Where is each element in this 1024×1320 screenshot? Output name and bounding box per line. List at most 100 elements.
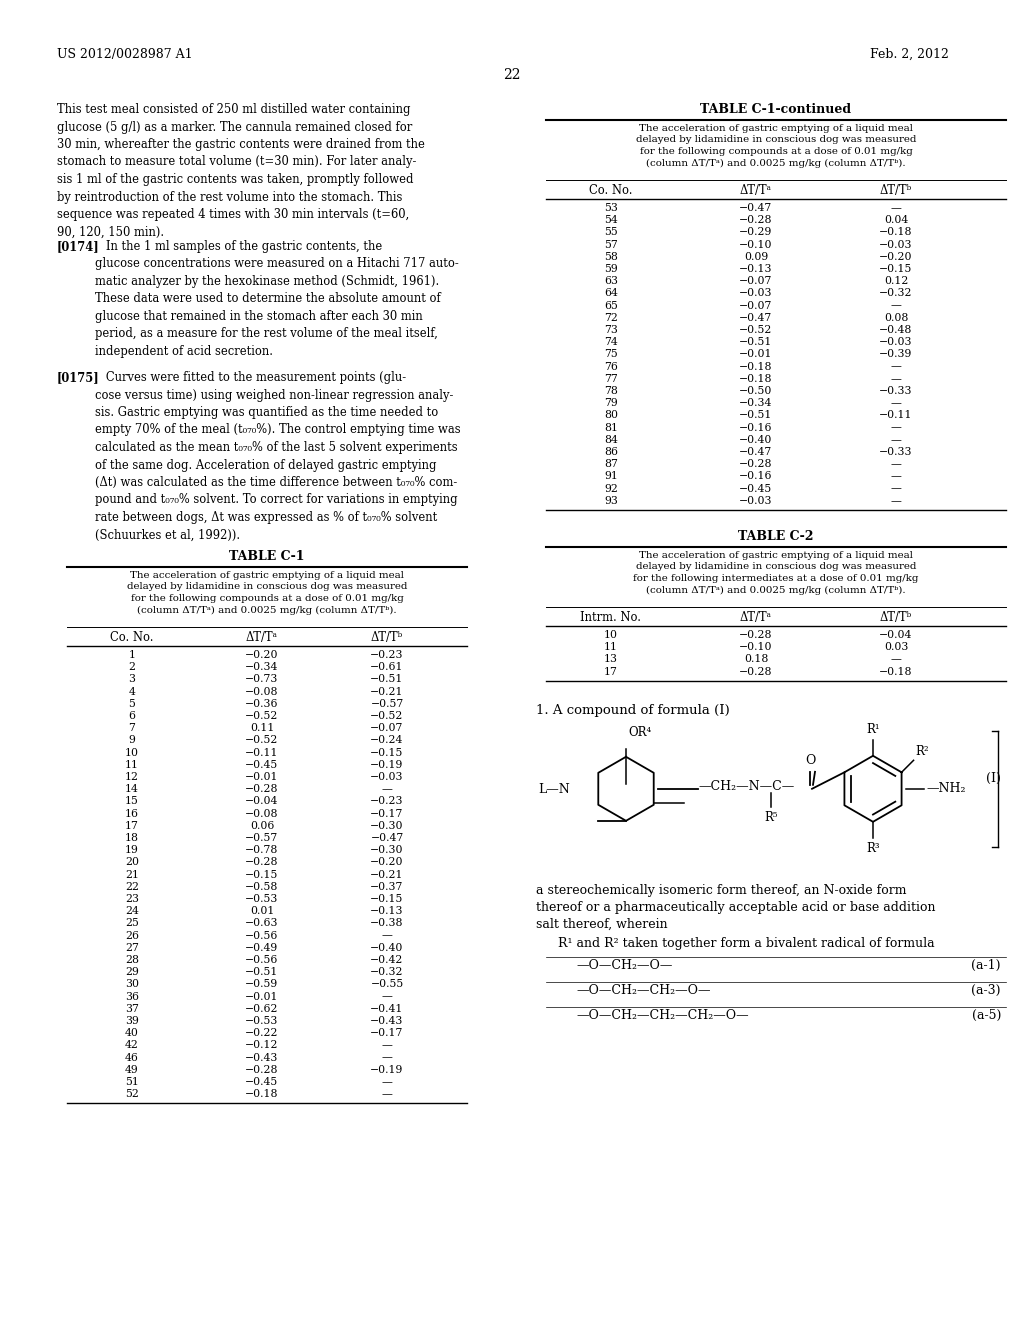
Text: −0.78: −0.78 <box>246 845 279 855</box>
Text: 46: 46 <box>125 1052 139 1063</box>
Text: −0.51: −0.51 <box>739 411 773 420</box>
Text: −0.19: −0.19 <box>371 1065 403 1074</box>
Text: −0.53: −0.53 <box>246 1016 279 1026</box>
Text: −0.59: −0.59 <box>246 979 279 990</box>
Text: —: — <box>891 362 901 372</box>
Text: —: — <box>382 991 392 1002</box>
Text: (I): (I) <box>986 772 1001 785</box>
Text: R¹: R¹ <box>866 723 880 735</box>
Text: −0.18: −0.18 <box>880 227 912 238</box>
Text: −0.12: −0.12 <box>246 1040 279 1051</box>
Text: In the 1 ml samples of the gastric contents, the
glucose concentrations were mea: In the 1 ml samples of the gastric conte… <box>95 240 459 358</box>
Text: −0.50: −0.50 <box>739 385 773 396</box>
Text: −0.34: −0.34 <box>246 663 279 672</box>
Text: TABLE C-1-continued: TABLE C-1-continued <box>700 103 852 116</box>
Text: 91: 91 <box>604 471 617 482</box>
Text: 93: 93 <box>604 496 617 506</box>
Text: −0.13: −0.13 <box>739 264 773 275</box>
Text: −0.29: −0.29 <box>739 227 773 238</box>
Text: −0.58: −0.58 <box>246 882 279 892</box>
Text: −0.45: −0.45 <box>246 1077 279 1086</box>
Text: OR⁴: OR⁴ <box>628 726 651 739</box>
Text: Co. No.: Co. No. <box>589 183 633 197</box>
Text: −0.52: −0.52 <box>246 735 279 746</box>
Text: −0.32: −0.32 <box>371 968 403 977</box>
Text: −0.28: −0.28 <box>739 215 773 226</box>
Text: —: — <box>891 434 901 445</box>
Text: R²: R² <box>915 746 929 758</box>
Text: 20: 20 <box>125 858 139 867</box>
Text: −0.08: −0.08 <box>246 809 279 818</box>
Text: 27: 27 <box>125 942 139 953</box>
Text: 0.09: 0.09 <box>743 252 768 261</box>
Text: 11: 11 <box>125 760 139 770</box>
Text: −0.28: −0.28 <box>246 784 279 795</box>
Text: −0.32: −0.32 <box>880 288 912 298</box>
Text: ΔT/Tᵃ: ΔT/Tᵃ <box>246 631 278 644</box>
Text: 13: 13 <box>604 655 618 664</box>
Text: −0.23: −0.23 <box>371 796 403 807</box>
Text: —O—CH₂—O—: —O—CH₂—O— <box>575 958 673 972</box>
Text: 84: 84 <box>604 434 617 445</box>
Text: —CH₂—N—C—: —CH₂—N—C— <box>698 780 795 793</box>
Text: −0.52: −0.52 <box>739 325 773 335</box>
Text: The acceleration of gastric emptying of a liquid meal
delayed by lidamidine in c: The acceleration of gastric emptying of … <box>636 124 916 168</box>
Text: 42: 42 <box>125 1040 139 1051</box>
Text: −0.33: −0.33 <box>880 385 912 396</box>
Text: 57: 57 <box>604 240 617 249</box>
Text: R³: R³ <box>866 842 880 855</box>
Text: −0.30: −0.30 <box>371 845 403 855</box>
Text: −0.22: −0.22 <box>246 1028 279 1039</box>
Text: −0.07: −0.07 <box>739 276 773 286</box>
Text: 75: 75 <box>604 350 617 359</box>
Text: −0.03: −0.03 <box>880 240 912 249</box>
Text: −0.52: −0.52 <box>246 711 279 721</box>
Text: [0175]: [0175] <box>57 371 99 384</box>
Text: 0.03: 0.03 <box>884 643 908 652</box>
Text: −0.01: −0.01 <box>246 772 279 781</box>
Text: 87: 87 <box>604 459 617 469</box>
Text: −0.34: −0.34 <box>739 399 773 408</box>
Text: −0.15: −0.15 <box>880 264 912 275</box>
Text: —NH₂: —NH₂ <box>926 783 966 795</box>
Text: −0.51: −0.51 <box>246 968 279 977</box>
Text: −0.18: −0.18 <box>739 374 773 384</box>
Text: −0.07: −0.07 <box>739 301 773 310</box>
Text: 11: 11 <box>604 643 618 652</box>
Text: 54: 54 <box>604 215 617 226</box>
Text: —: — <box>891 399 901 408</box>
Text: 0.01: 0.01 <box>250 907 274 916</box>
Text: −0.24: −0.24 <box>371 735 403 746</box>
Text: −0.11: −0.11 <box>246 747 279 758</box>
Text: 30: 30 <box>125 979 139 990</box>
Text: 28: 28 <box>125 954 139 965</box>
Text: 10: 10 <box>125 747 139 758</box>
Text: −0.21: −0.21 <box>371 686 403 697</box>
Text: −0.63: −0.63 <box>246 919 279 928</box>
Text: −0.55: −0.55 <box>371 979 403 990</box>
Text: R⁵: R⁵ <box>764 810 778 824</box>
Text: −0.47: −0.47 <box>739 447 773 457</box>
Text: 81: 81 <box>604 422 618 433</box>
Text: 14: 14 <box>125 784 139 795</box>
Text: The acceleration of gastric emptying of a liquid meal
delayed by lidamidine in c: The acceleration of gastric emptying of … <box>633 550 919 594</box>
Text: −0.41: −0.41 <box>371 1003 403 1014</box>
Text: 23: 23 <box>125 894 139 904</box>
Text: Co. No.: Co. No. <box>111 631 154 644</box>
Text: 74: 74 <box>604 337 617 347</box>
Text: −0.04: −0.04 <box>880 630 912 640</box>
Text: −0.03: −0.03 <box>739 496 773 506</box>
Text: −0.40: −0.40 <box>739 434 773 445</box>
Text: −0.49: −0.49 <box>246 942 279 953</box>
Text: −0.42: −0.42 <box>371 954 403 965</box>
Text: −0.37: −0.37 <box>371 882 403 892</box>
Text: −0.38: −0.38 <box>371 919 403 928</box>
Text: −0.15: −0.15 <box>371 894 403 904</box>
Text: −0.47: −0.47 <box>371 833 403 843</box>
Text: −0.28: −0.28 <box>739 667 773 677</box>
Text: 3: 3 <box>128 675 135 684</box>
Text: 0.06: 0.06 <box>250 821 274 830</box>
Text: 17: 17 <box>604 667 617 677</box>
Text: −0.18: −0.18 <box>246 1089 279 1100</box>
Text: 51: 51 <box>125 1077 139 1086</box>
